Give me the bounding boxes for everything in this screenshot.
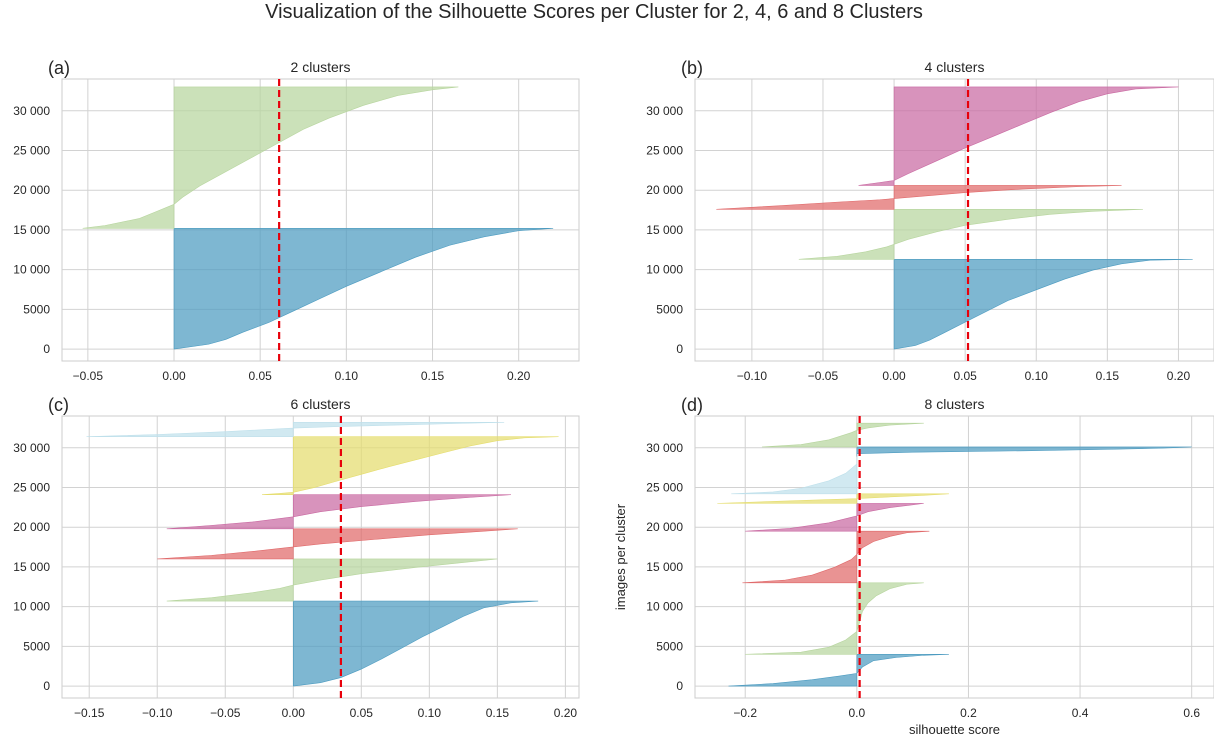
x-tick-label: −0.10 [737, 369, 768, 383]
cluster-silhouette-4 [745, 503, 924, 532]
cluster-silhouette-6 [731, 456, 858, 495]
y-tick-label: 5000 [23, 639, 50, 653]
cluster-silhouette-8 [761, 422, 924, 448]
cluster-silhouette-2 [82, 86, 459, 229]
y-tick-label: 10 000 [646, 263, 683, 277]
y-tick-label: 20 000 [13, 520, 50, 534]
y-tick-label: 20 000 [646, 520, 683, 534]
cluster-silhouette-4 [166, 494, 511, 530]
y-axis-label: images per cluster [613, 503, 628, 610]
cluster-silhouette-2 [745, 582, 924, 655]
y-tick-label: 25 000 [13, 143, 50, 157]
x-tick-label: −0.05 [808, 369, 839, 383]
x-tick-label: 0.4 [1072, 706, 1089, 720]
cluster-silhouette-6 [86, 422, 505, 437]
x-tick-label: 0.20 [1167, 369, 1191, 383]
y-tick-label: 25 000 [646, 143, 683, 157]
cluster-silhouette-7 [856, 446, 1192, 457]
x-tick-label: 0.6 [1183, 706, 1200, 720]
y-tick-label: 15 000 [13, 560, 50, 574]
panel-4: −0.2 0.0 0.2 0.4 0.6 0 5000 10 000 15 000 20 000 2… [613, 395, 1214, 735]
y-tick-label: 30 000 [646, 441, 683, 455]
y-tick-label: 0 [43, 342, 50, 356]
panel-label: (b) [681, 58, 703, 78]
x-tick-label: −0.10 [142, 706, 173, 720]
x-tick-label: 0.10 [418, 706, 442, 720]
y-tick-label: 5000 [656, 639, 683, 653]
y-tick-label: 5000 [656, 302, 683, 316]
x-tick-label: 0.2 [960, 706, 977, 720]
panel-3: −0.15 −0.10 −0.05 0.00 0.05 0.10 0.15 0.20 0 5000… [13, 395, 580, 720]
x-tick-label: −0.05 [73, 369, 104, 383]
y-tick-label: 15 000 [646, 223, 683, 237]
x-tick-label: −0.05 [210, 706, 241, 720]
y-tick-label: 0 [676, 342, 683, 356]
cluster-silhouette-3 [157, 528, 518, 560]
x-tick-label: 0.20 [554, 706, 578, 720]
x-axis-label: silhouette score [909, 722, 1000, 735]
y-tick-label: 20 000 [646, 183, 683, 197]
x-tick-label: 0.00 [282, 706, 306, 720]
y-tick-label: 10 000 [646, 600, 683, 614]
x-tick-label: 0.10 [335, 369, 359, 383]
y-tick-label: 30 000 [646, 104, 683, 118]
panel-label: (c) [48, 395, 69, 415]
y-tick-label: 30 000 [13, 104, 50, 118]
x-tick-label: 0.05 [249, 369, 273, 383]
y-tick-label: 15 000 [13, 223, 50, 237]
figure-title: Visualization of the Silhouette Scores p… [265, 1, 923, 23]
y-tick-label: 0 [43, 679, 50, 693]
x-tick-label: −0.15 [74, 706, 105, 720]
x-tick-label: 0.15 [1096, 369, 1120, 383]
cluster-silhouette-4 [858, 86, 1179, 186]
panel-title: 8 clusters [925, 396, 985, 412]
panel-label: (d) [681, 395, 703, 415]
y-tick-label: 15 000 [646, 560, 683, 574]
y-tick-label: 30 000 [13, 441, 50, 455]
cluster-silhouette-1 [728, 654, 949, 687]
panel-title: 2 clusters [291, 59, 351, 75]
cluster-silhouette-1 [173, 228, 554, 350]
x-tick-label: 0.15 [421, 369, 445, 383]
cluster-silhouette-5 [261, 436, 559, 495]
y-tick-label: 10 000 [13, 263, 50, 277]
y-tick-label: 20 000 [13, 183, 50, 197]
cluster-silhouette-5 [717, 493, 949, 504]
y-tick-label: 10 000 [13, 600, 50, 614]
x-tick-label: −0.2 [733, 706, 757, 720]
panel-title: 4 clusters [925, 59, 985, 75]
x-tick-label: 0.00 [162, 369, 186, 383]
panel-1: −0.05 0.00 0.05 0.10 0.15 0.20 0 5000 10 000 15 0… [13, 58, 580, 383]
x-tick-label: 0.10 [1025, 369, 1049, 383]
plot-area [694, 415, 1214, 699]
panel-title: 6 clusters [291, 396, 351, 412]
y-tick-label: 25 000 [13, 480, 50, 494]
panel-2: −0.10 −0.05 0.00 0.05 0.10 0.15 0.20 0 5000 10 00… [646, 58, 1214, 383]
y-tick-label: 25 000 [646, 480, 683, 494]
y-tick-label: 5000 [23, 302, 50, 316]
x-tick-label: 0.05 [953, 369, 977, 383]
x-tick-label: 0.0 [848, 706, 865, 720]
x-tick-label: 0.15 [486, 706, 510, 720]
cluster-silhouette-2 [798, 208, 1143, 260]
panel-label: (a) [48, 58, 70, 78]
x-tick-label: 0.00 [882, 369, 906, 383]
x-tick-label: 0.05 [350, 706, 374, 720]
cluster-silhouette-2 [166, 558, 498, 602]
y-tick-label: 0 [676, 679, 683, 693]
cluster-silhouette-1 [292, 600, 539, 687]
x-tick-label: 0.20 [507, 369, 531, 383]
